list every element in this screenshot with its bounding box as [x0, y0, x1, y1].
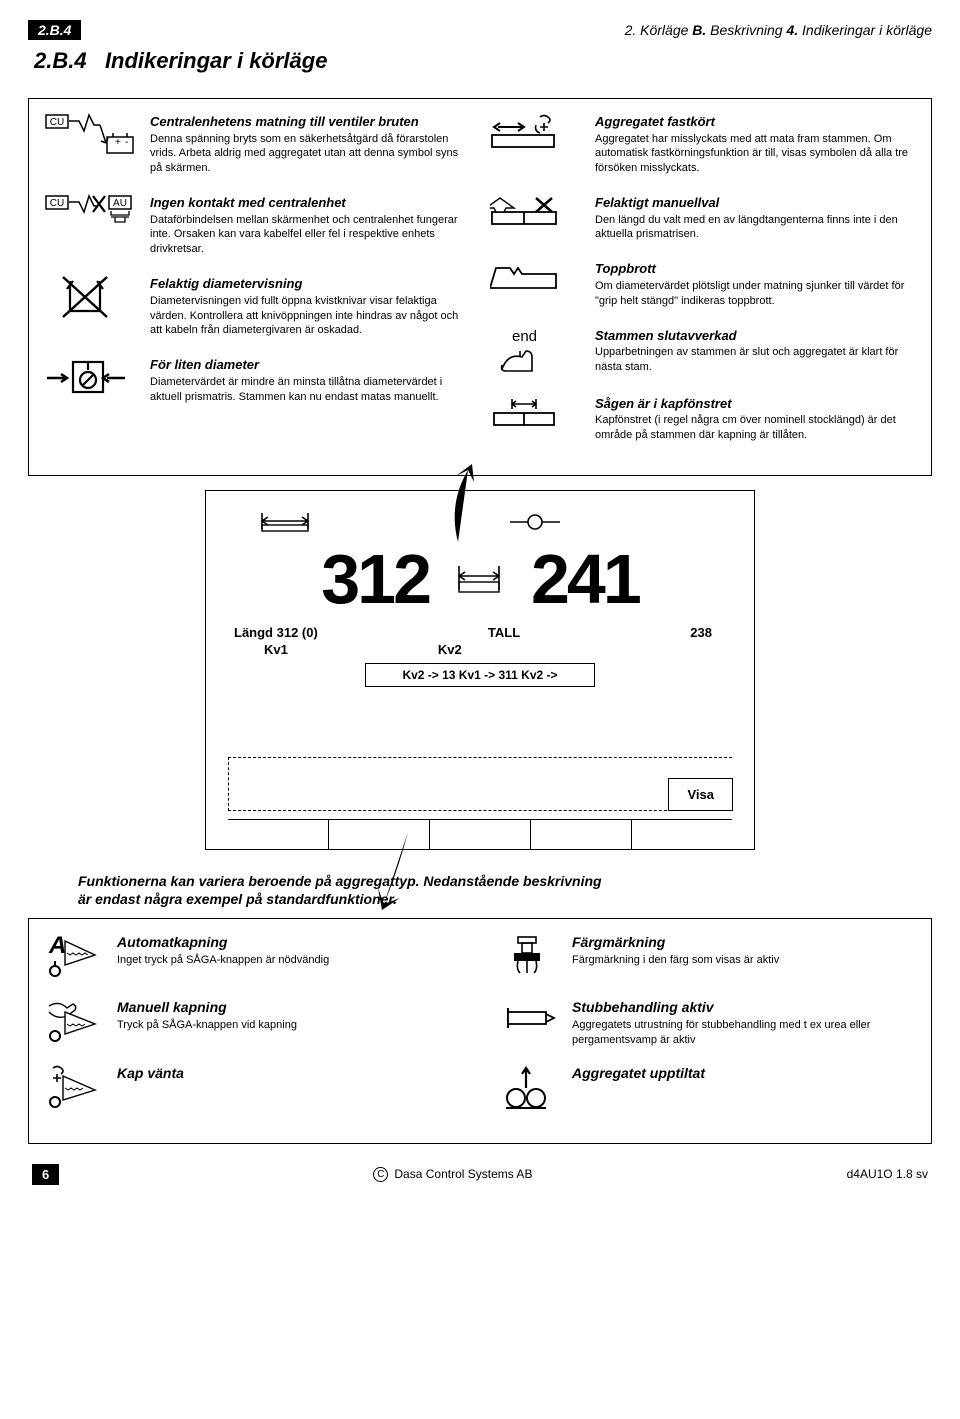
stem-done-icon: end [490, 327, 585, 377]
page-number: 6 [32, 1164, 59, 1185]
visa-button[interactable]: Visa [668, 778, 733, 811]
big-num-left: 312 [321, 539, 429, 619]
svg-text:A: A [48, 933, 66, 959]
big-num-right: 241 [531, 539, 639, 619]
species-label: TALL [488, 625, 520, 640]
entry-txt: Diametervärdet är mindre än minsta tillå… [150, 376, 442, 403]
length-label: Längd 312 (0) [234, 625, 318, 640]
svg-text:+: + [115, 137, 121, 148]
bottom-bar [228, 819, 732, 849]
cap-l1: Funktionerna kan variera beroende på agg… [78, 873, 602, 889]
entry-txt: Upparbetningen av stammen är slut och ag… [595, 346, 898, 373]
stump-treat-icon [500, 998, 560, 1047]
arrow-up-icon [428, 464, 488, 544]
kv-sequence-box: Kv2 -> 13 Kv1 -> 311 Kv2 -> [365, 663, 595, 687]
stuck-icon [490, 113, 585, 153]
svg-text:AU: AU [113, 198, 127, 209]
title-text: Indikeringar i körläge [105, 48, 328, 73]
functions-panel: A Automatkapning Inget tryck på SÅGA-kna… [28, 918, 932, 1144]
cu-au-nocontact-icon: CU AU [45, 194, 140, 238]
top-break-icon [490, 260, 585, 294]
entry-hdr: Stammen slutavverkad [595, 327, 915, 345]
entry-hdr: Aggregatet fastkört [595, 113, 915, 131]
cap-l2: är endast några exempel på standardfunkt… [78, 891, 397, 907]
bc-b2: 4. [786, 22, 798, 38]
b-hdr: Automatkapning [117, 933, 329, 952]
page-title: 2.B.4 Indikeringar i körläge [34, 48, 932, 74]
entry-txt: Om diametervärdet plötsligt under matnin… [595, 280, 904, 307]
entry-txt: Aggregatet har misslyckats med att mata … [595, 133, 908, 175]
b-hdr: Stubbehandling aktiv [572, 998, 915, 1017]
entry-hdr: För liten diameter [150, 356, 470, 374]
mid-caption: Funktionerna kan variera beroende på agg… [78, 872, 932, 908]
section-tag: 2.B.4 [28, 20, 81, 40]
cu-label: CU [50, 117, 64, 128]
footer: 6 C Dasa Control Systems AB d4AU1O 1.8 s… [28, 1164, 932, 1185]
doc-id: d4AU1O 1.8 sv [847, 1167, 928, 1181]
entry-hdr: Sågen är i kapfönstret [595, 395, 915, 413]
entry-txt: Den längd du valt med en av längdtangent… [595, 214, 898, 241]
entry-hdr: Toppbrott [595, 260, 915, 278]
diameter-error-icon [45, 275, 140, 321]
entry-txt: Kapfönstret (i regel några cm över nomin… [595, 414, 896, 441]
copyright-icon: C [373, 1167, 388, 1182]
bc-1: 2. Körläge [625, 22, 693, 38]
entry-txt: Dataförbindelsen mellan skärmenhet och c… [150, 214, 458, 256]
title-prefix: 2.B.4 [34, 48, 87, 73]
wrong-manual-icon [490, 194, 585, 230]
bc-b1: B. [692, 22, 706, 38]
bc-3: Indikeringar i körläge [798, 22, 932, 38]
entry-txt: Denna spänning bryts som en säkerhetsåtg… [150, 133, 458, 175]
screen-display: 312 241 Längd 312 (0) TALL 238 Kv1 Kv2 K… [205, 490, 755, 850]
breadcrumb: 2. Körläge B. Beskrivning 4. Indikeringa… [625, 22, 932, 38]
svg-text:-: - [125, 137, 128, 148]
dashed-area: Visa [228, 757, 732, 811]
manual-cut-icon [45, 998, 105, 1047]
arrow-down-icon [368, 830, 428, 910]
svg-text:CU: CU [50, 198, 64, 209]
b-txt: Aggregatets utrustning för stubbehandlin… [572, 1019, 870, 1046]
tilt-up-icon [500, 1064, 560, 1113]
too-small-diameter-icon [45, 356, 140, 398]
length-marker-icon [258, 511, 318, 533]
color-mark-icon [500, 933, 560, 982]
company-name: Dasa Control Systems AB [394, 1167, 532, 1181]
svg-text:end: end [512, 328, 537, 345]
right-num: 238 [690, 625, 712, 640]
diam-marker-icon [508, 511, 564, 533]
b-hdr: Manuell kapning [117, 998, 297, 1017]
kv1-label: Kv1 [264, 642, 288, 657]
bc-2: Beskrivning [706, 22, 786, 38]
indicators-panel: CU + - Centralenhetens matning till vent… [28, 98, 932, 476]
entry-txt: Diametervisningen vid fullt öppna kvistk… [150, 295, 458, 337]
b-txt: Tryck på SÅGA-knappen vid kapning [117, 1019, 297, 1031]
cu-battery-icon: CU + - [45, 113, 140, 157]
kv2-label: Kv2 [438, 642, 462, 657]
entry-hdr: Ingen kontakt med centralenhet [150, 194, 470, 212]
auto-cut-icon: A [45, 933, 105, 982]
b-hdr: Kap vänta [117, 1064, 184, 1083]
b-txt: Inget tryck på SÅGA-knappen är nödvändig [117, 954, 329, 966]
entry-hdr: Felaktigt manuellval [595, 194, 915, 212]
b-hdr: Färgmärkning [572, 933, 779, 952]
saw-window-icon [490, 395, 585, 431]
entry-hdr: Felaktig diametervisning [150, 275, 470, 293]
cut-wait-icon [45, 1064, 105, 1113]
b-hdr: Aggregatet upptiltat [572, 1064, 705, 1083]
entry-hdr: Centralenhetens matning till ventiler br… [150, 113, 470, 131]
b-txt: Färgmärkning i den färg som visas är akt… [572, 954, 779, 966]
mid-marker-icon [455, 562, 505, 596]
